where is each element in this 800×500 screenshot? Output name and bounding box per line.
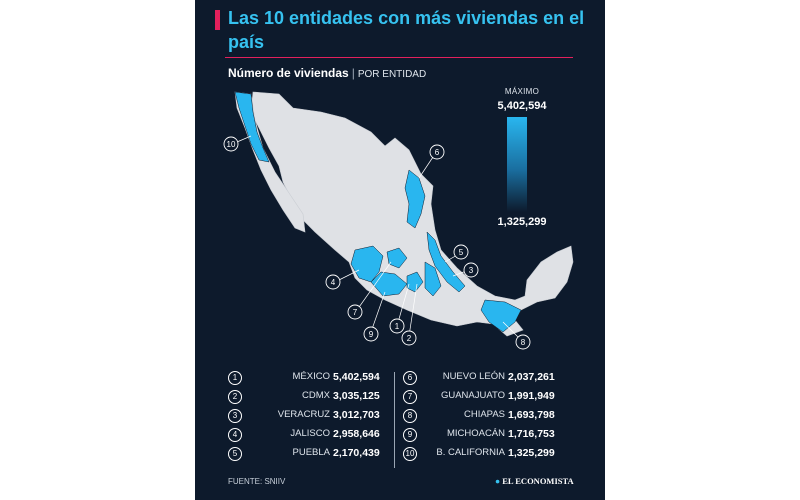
callout-2: 2 [407,334,412,343]
callout-10: 10 [227,140,236,149]
rank-badge: 4 [228,428,242,442]
legend-max-label: MÁXIMO [504,87,540,96]
entity-value: 3,012,703 [333,409,380,421]
state-veracruz [426,231,466,293]
table-row: 2 CDMX 3,035,125 [228,389,398,405]
entity-value: 2,170,439 [333,447,380,459]
source-note: FUENTE: SNIIV [228,477,286,486]
entity-value: 2,037,261 [508,371,555,383]
subtitle-separator: | [351,66,355,80]
table-row: 6 NUEVO LEÓN 2,037,261 [403,370,573,386]
subtitle-unit: POR ENTIDAD [357,69,427,80]
entity-name: CDMX [302,390,330,401]
map-callout-circles [223,136,531,350]
rank-badge: 6 [403,371,417,385]
entity-name: JALISCO [290,428,330,439]
state-mexico [406,271,424,293]
map-callout-numbers: 10 6 5 3 4 7 9 1 2 8 [227,140,526,347]
brand-logo: ● EL ECONOMISTA [495,476,574,486]
subtitle-main: Número de viviendas [228,66,349,80]
state-jalisco [350,245,384,283]
callout-7: 7 [353,308,358,317]
subtitle: Número de viviendas | POR ENTIDAD [228,66,426,80]
table-row: 1 MÉXICO 5,402,594 [228,370,398,386]
entity-value: 1,991,949 [508,390,555,402]
table-row: 4 JALISCO 2,958,646 [228,427,398,443]
entity-name: MICHOACÁN [446,428,505,439]
entity-value: 5,402,594 [333,371,380,383]
callout-5: 5 [459,248,464,257]
entity-value: 3,035,125 [333,390,380,402]
page-title: Las 10 entidades con más viviendas en el… [228,8,585,52]
rank-badge: 8 [403,409,417,423]
entity-name: GUANAJUATO [440,390,505,401]
table-row: 10 B. CALIFORNIA 1,325,299 [403,446,573,462]
callout-3: 3 [469,266,474,275]
table-divider [394,372,395,468]
entity-value: 1,716,753 [508,428,555,440]
callout-4: 4 [331,278,336,287]
entity-name: B. CALIFORNIA [436,447,505,458]
state-chiapas [480,299,522,333]
table-row: 9 MICHOACÁN 1,716,753 [403,427,573,443]
brand-dot-icon: ● [495,476,501,486]
entity-value: 2,958,646 [333,428,380,440]
entity-value: 1,325,299 [508,447,555,459]
rank-badge: 1 [228,371,242,385]
table-row: 5 PUEBLA 2,170,439 [228,446,398,462]
highlighted-states [234,91,522,333]
entity-name: PUEBLA [292,447,331,458]
state-guanajuato [386,247,408,269]
state-nuevo-leon [404,169,426,229]
rank-badge: 9 [403,428,417,442]
entity-value: 1,693,798 [508,409,555,421]
title-accent-bar [215,10,220,30]
rank-badge: 2 [228,390,242,404]
rank-badge: 10 [403,447,417,461]
callout-8: 8 [521,338,526,347]
rank-badge: 3 [228,409,242,423]
entity-name: CHIAPAS [463,409,505,420]
rank-badge: 7 [403,390,417,404]
legend-max-value: 5,402,594 [497,100,547,112]
table-row: 8 CHIAPAS 1,693,798 [403,408,573,424]
callout-1: 1 [395,322,400,331]
state-puebla [424,261,442,297]
rank-badge: 5 [228,447,242,461]
legend-gradient-bar [507,117,527,212]
table-row: 3 VERACRUZ 3,012,703 [228,408,398,424]
title-divider [225,57,573,58]
state-baja-california [234,91,270,163]
entity-name: NUEVO LEÓN [442,371,505,382]
callout-9: 9 [369,330,374,339]
infographic-card: Las 10 entidades con más viviendas en el… [195,0,605,500]
mexico-map: 10 6 5 3 4 7 9 1 2 8 [223,91,574,350]
entity-name: VERACRUZ [277,409,330,420]
callout-6: 6 [435,148,440,157]
table-row: 7 GUANAJUATO 1,991,949 [403,389,573,405]
entity-name: MÉXICO [292,371,330,382]
brand-name: EL ECONOMISTA [502,476,574,486]
legend-min-value: 1,325,299 [497,216,547,228]
